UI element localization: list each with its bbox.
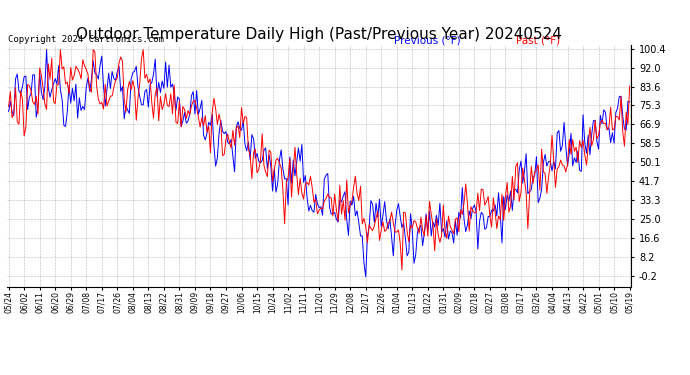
Title: Outdoor Temperature Daily High (Past/Previous Year) 20240524: Outdoor Temperature Daily High (Past/Pre… xyxy=(76,27,562,42)
Text: Previous (°F): Previous (°F) xyxy=(394,35,461,45)
Text: Copyright 2024 Cartronics.com: Copyright 2024 Cartronics.com xyxy=(8,35,164,44)
Text: Past (°F): Past (°F) xyxy=(516,35,560,45)
